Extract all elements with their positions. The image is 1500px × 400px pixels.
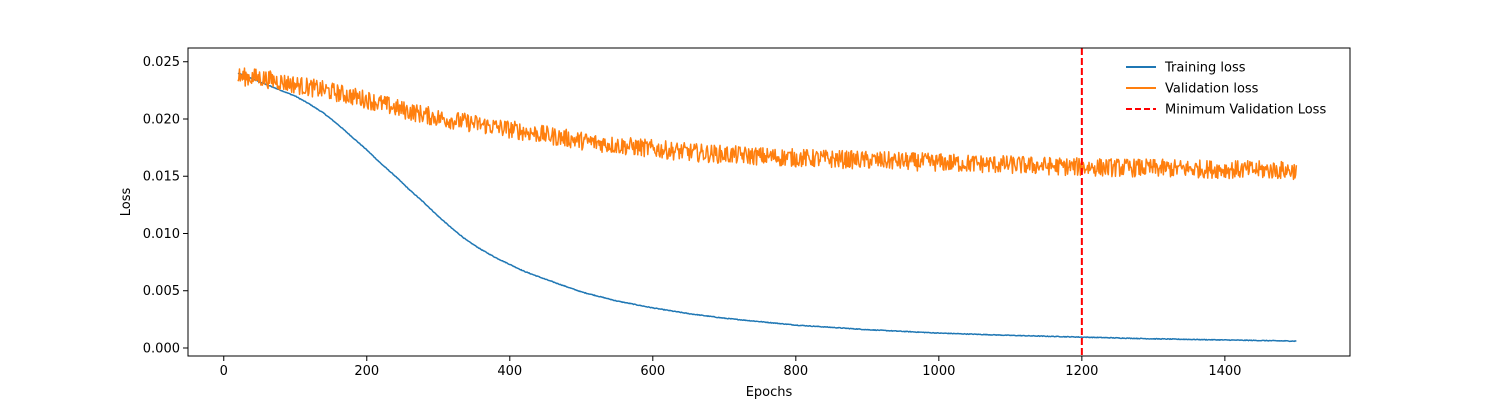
plot-lines (237, 67, 1298, 343)
y-axis: 0.000 0.005 0.010 0.015 0.020 0.025 (143, 55, 188, 356)
x-tick-label: 1400 (1208, 364, 1241, 379)
x-tick-label: 1000 (922, 364, 955, 379)
x-tick-label: 200 (354, 364, 379, 379)
y-tick-label: 0.005 (143, 284, 180, 299)
y-tick-label: 0.025 (143, 55, 180, 70)
y-tick-label: 0.015 (143, 170, 180, 185)
y-tick-label: 0.000 (143, 341, 180, 356)
x-tick-label: 600 (640, 364, 665, 379)
legend-label-min-validation: Minimum Validation Loss (1165, 103, 1326, 118)
x-tick-label: 0 (220, 364, 228, 379)
x-tick-label: 400 (497, 364, 522, 379)
legend-label-training: Training loss (1164, 61, 1246, 76)
series-line-training (237, 72, 1297, 343)
y-tick-label: 0.020 (143, 112, 180, 127)
x-tick-label: 1200 (1065, 364, 1098, 379)
legend: Training loss Validation loss Minimum Vali… (1126, 61, 1326, 118)
series-line-validation (237, 67, 1298, 181)
plot-frame (187, 47, 1351, 357)
x-axis-label: Epochs (746, 385, 793, 400)
legend-label-validation: Validation loss (1165, 82, 1259, 97)
y-tick-label: 0.010 (143, 227, 180, 242)
y-axis-label: Loss (119, 188, 134, 217)
x-tick-label: 800 (783, 364, 808, 379)
x-axis: 0 200 400 600 800 1000 1200 1400 (220, 356, 1241, 379)
